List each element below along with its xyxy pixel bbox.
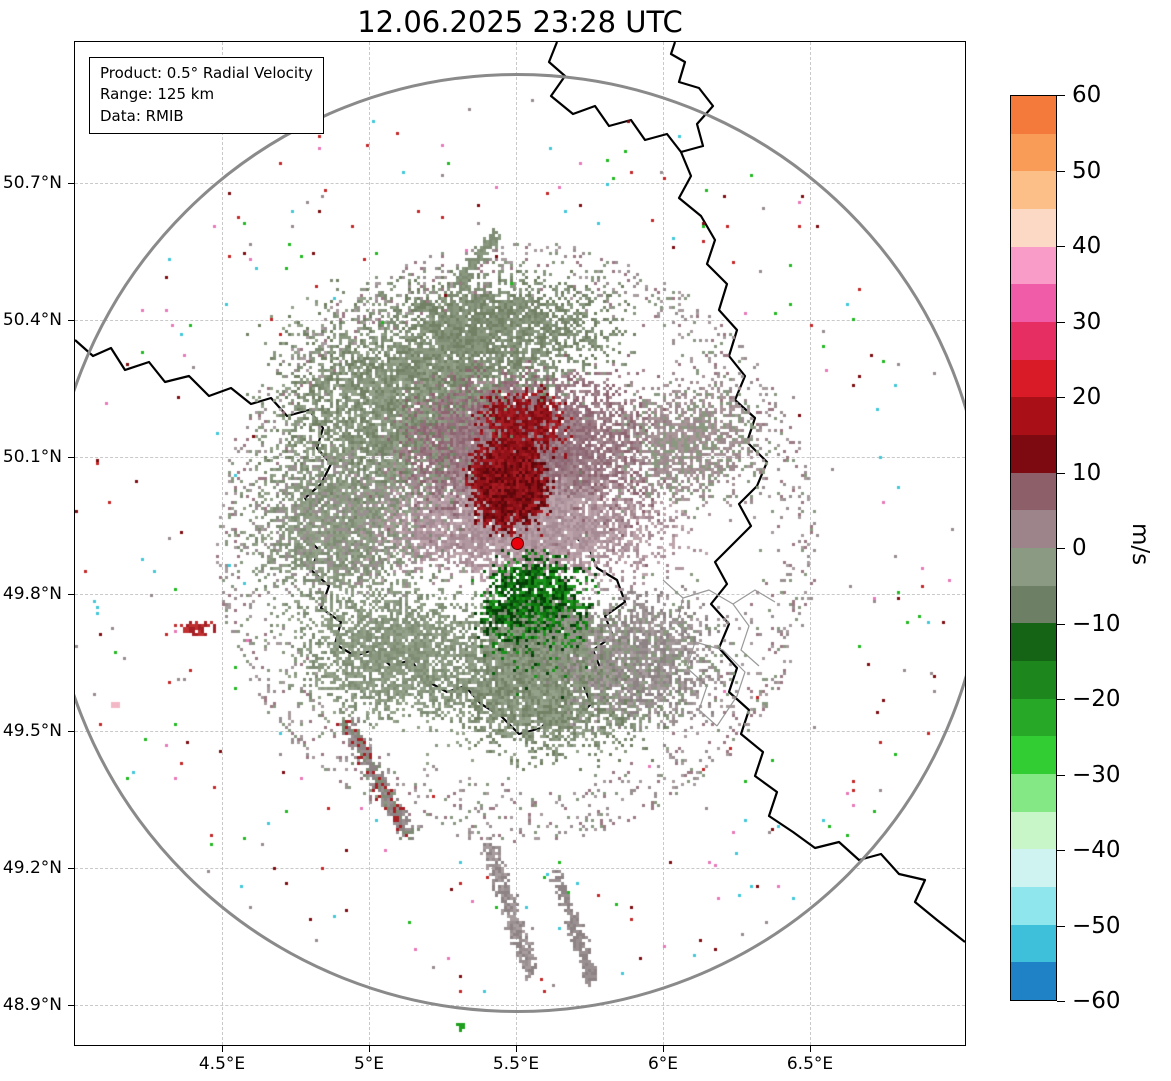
colorbar-tick-label: −40 (1072, 837, 1121, 863)
x-tick-mark (369, 1045, 370, 1052)
colorbar-segment (1011, 397, 1056, 436)
colorbar-segment (1011, 924, 1056, 963)
colorbar-tick-label: 60 (1072, 82, 1102, 108)
colorbar-tick-mark (1057, 321, 1065, 323)
colorbar-segment (1011, 585, 1056, 624)
y-tick-label: 48.9°N (2, 995, 62, 1015)
colorbar-tick-label: −20 (1072, 686, 1121, 712)
info-range-line: Range: 125 km (100, 85, 215, 104)
colorbar-segment (1011, 962, 1056, 1001)
y-tick-mark (68, 457, 75, 458)
x-tick-mark (222, 1045, 223, 1052)
colorbar-segment (1011, 322, 1056, 360)
colorbar-segment (1011, 435, 1056, 473)
colorbar-segment (1011, 96, 1056, 134)
y-tick-mark (68, 183, 75, 184)
colorbar-tick-mark (1057, 170, 1065, 172)
colorbar-tick-label: −60 (1072, 988, 1121, 1014)
colorbar-tick-label: −10 (1072, 610, 1121, 637)
colorbar-tick-mark (1057, 850, 1065, 851)
product-info-box: Product: 0.5° Radial Velocity Range: 125… (89, 57, 324, 134)
colorbar-unit-label: m/s (1127, 523, 1153, 566)
info-data-source-line: Data: RMIB (100, 106, 184, 125)
y-tick-mark (68, 594, 75, 595)
x-tick-mark (663, 1045, 664, 1052)
colorbar-segment (1011, 736, 1056, 775)
colorbar-tick-mark (1057, 95, 1065, 96)
colorbar-tick-mark (1057, 1001, 1065, 1002)
colorbar-tick-mark (1057, 699, 1065, 700)
colorbar-tick-label: 20 (1072, 384, 1102, 410)
colorbar-tick-mark (1057, 472, 1065, 474)
y-tick-label: 50.1°N (2, 447, 62, 467)
colorbar-segment (1011, 246, 1056, 285)
colorbar-tick-label: 50 (1072, 157, 1102, 184)
colorbar-segment (1011, 359, 1056, 398)
colorbar-segment (1011, 472, 1056, 511)
colorbar-tick-mark (1057, 397, 1065, 398)
colorbar-segment (1011, 661, 1056, 699)
colorbar-tick-mark (1057, 246, 1065, 247)
colorbar-segment (1011, 698, 1056, 737)
colorbar-tick-mark (1057, 623, 1065, 625)
colorbar-tick-label: 40 (1072, 233, 1102, 259)
colorbar-tick-mark (1057, 548, 1065, 549)
radar-station-marker (510, 536, 524, 550)
colorbar-tick-label: −50 (1072, 912, 1121, 939)
y-tick-mark (68, 731, 75, 732)
y-tick-label: 49.8°N (2, 584, 62, 604)
range-ring (75, 73, 965, 1013)
colorbar-segment (1011, 887, 1056, 925)
x-tick-label: 6.5°E (786, 1054, 834, 1074)
colorbar-segment (1011, 849, 1056, 888)
y-tick-mark (68, 320, 75, 321)
x-tick-label: 5°E (353, 1054, 385, 1074)
y-tick-label: 50.4°N (2, 310, 62, 330)
colorbar-segment (1011, 811, 1056, 850)
x-tick-label: 4.5°E (198, 1054, 246, 1074)
colorbar-segment (1011, 171, 1056, 210)
colorbar-tick-mark (1057, 774, 1065, 776)
colorbar-segment (1011, 133, 1056, 172)
map-plot: Product: 0.5° Radial Velocity Range: 125… (74, 41, 966, 1046)
colorbar-tick-label: 10 (1072, 459, 1102, 486)
x-tick-mark (810, 1045, 811, 1052)
colorbar-segment (1011, 510, 1056, 549)
y-tick-mark (68, 868, 75, 869)
figure-title: 12.06.2025 23:28 UTC (357, 5, 683, 39)
y-tick-label: 49.5°N (2, 721, 62, 741)
colorbar-segment (1011, 209, 1056, 247)
colorbar-segment (1011, 623, 1056, 662)
x-tick-label: 5.5°E (492, 1054, 540, 1074)
colorbar-tick-label: −30 (1072, 761, 1121, 788)
colorbar-tick-label: 0 (1072, 535, 1087, 561)
y-tick-label: 50.7°N (2, 173, 62, 193)
colorbar: 60 50 40 30 20 10 0 −10 −20 −30 −40 −50 −60 (1010, 82, 1121, 1014)
info-product-line: Product: 0.5° Radial Velocity (100, 64, 313, 82)
colorbar-gradient (1010, 95, 1057, 1001)
colorbar-tick-label: 30 (1072, 308, 1102, 335)
x-tick-mark (516, 1045, 517, 1052)
colorbar-tick-mark (1057, 925, 1065, 927)
colorbar-segment (1011, 774, 1056, 812)
x-tick-label: 6°E (647, 1054, 679, 1074)
y-tick-mark (68, 1005, 75, 1006)
y-tick-label: 49.2°N (2, 858, 62, 878)
colorbar-segment (1011, 548, 1056, 586)
colorbar-segment (1011, 284, 1056, 323)
